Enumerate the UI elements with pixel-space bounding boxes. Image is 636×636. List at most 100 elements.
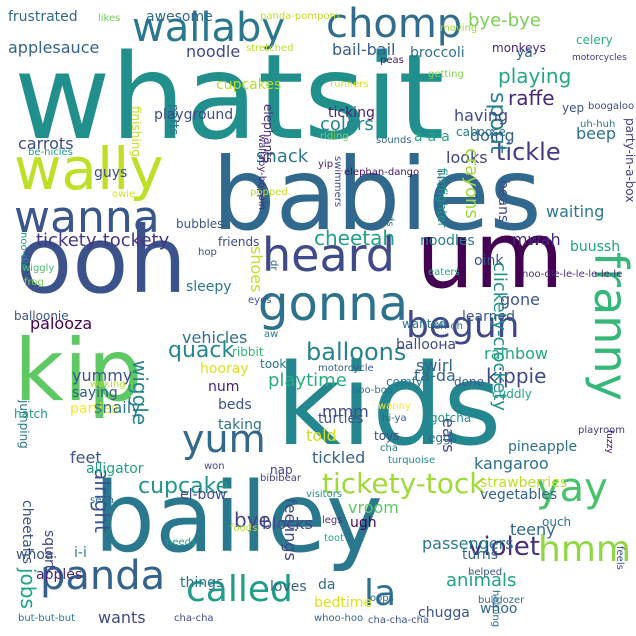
- word-turtles: turtles: [318, 411, 364, 427]
- word-snaily: snaily: [94, 398, 141, 417]
- word-kangaroo: kangaroo: [474, 454, 549, 473]
- word-beep: beep: [576, 124, 616, 143]
- word-tickled: tickled: [312, 448, 366, 467]
- word-waking: waking: [90, 379, 126, 390]
- word-turquoise: turquoise: [388, 455, 436, 466]
- word-cuddly: cuddly: [492, 387, 532, 401]
- word-yay: yay: [536, 465, 608, 511]
- word-yummy: yummy: [72, 366, 133, 385]
- word-learned: learned: [462, 309, 515, 325]
- word-ears: ears: [439, 418, 458, 453]
- word-alligator: alligator: [86, 461, 144, 477]
- word-i-i: i-i: [74, 545, 87, 561]
- word-violet: violet: [468, 532, 540, 562]
- word-animals: animals: [446, 570, 517, 591]
- word-looks: looks: [446, 148, 488, 167]
- word-heard: heard: [262, 228, 395, 282]
- word-swirl: swirl: [416, 356, 453, 375]
- word-kids: kids: [276, 341, 502, 471]
- word-jobs: jobs: [16, 568, 40, 609]
- word-applesauce: applesauce: [8, 38, 100, 57]
- word-friends: friends: [218, 235, 260, 249]
- word-toys: toys: [374, 429, 400, 443]
- word-raffe: raffe: [508, 86, 555, 110]
- word-yum: yum: [182, 417, 266, 461]
- word-pineapple: pineapple: [508, 439, 578, 455]
- word-da: da: [318, 577, 336, 593]
- word-saying: saying: [72, 385, 118, 401]
- word-bedtime: bedtime: [314, 595, 373, 611]
- word-kinds: kinds: [384, 200, 395, 227]
- word-helped: helped: [468, 567, 503, 578]
- word-quack: quack: [168, 338, 235, 363]
- word-tickety-tockety: tickety-tockety: [36, 230, 170, 251]
- word-ouch: ouch: [542, 515, 572, 529]
- word-vroom: vroom: [348, 498, 399, 517]
- word-bail-bail: bail-bail: [332, 40, 396, 59]
- word-playtime: playtime: [268, 370, 347, 391]
- word-oops: oops: [370, 593, 394, 604]
- word-awesome: awesome: [146, 9, 213, 25]
- word-caboose: caboose: [456, 125, 506, 139]
- word-tickle: tickle: [496, 138, 561, 166]
- word-el-bow: el-bow: [180, 487, 227, 503]
- word-wiggly: wiggly: [22, 263, 55, 274]
- word-doing: doing: [470, 126, 515, 145]
- word-oink: oink: [474, 253, 504, 269]
- word-boogaloo: boogaloo: [588, 101, 635, 112]
- word-begun: begun: [406, 305, 520, 346]
- word-whatsit: whatsit: [14, 28, 445, 166]
- word-riding: riding: [320, 131, 349, 142]
- word-told: told: [306, 426, 337, 445]
- word-cupcake: cupcake: [138, 474, 230, 499]
- word-bulldozer: bulldozer: [478, 595, 525, 606]
- word-gotcha: gotcha: [430, 411, 472, 425]
- word-carrots: carrots: [18, 134, 74, 153]
- word-hop: hop: [198, 247, 217, 258]
- word-seen: seen: [90, 495, 114, 506]
- word-mmm: mmm: [322, 402, 369, 421]
- word-needs: needs: [166, 537, 197, 548]
- word-elephan-dango: elephan-dango: [344, 167, 420, 178]
- word-noodles: noodles: [420, 233, 475, 249]
- word-aw: aw: [264, 329, 279, 340]
- word-whoo-hoo: whoo-hoo: [314, 613, 364, 624]
- word-turns: turns: [462, 547, 499, 563]
- word-a-a-a: a-a-a: [414, 129, 450, 145]
- word-tickety-tock: tickety-tock: [322, 467, 486, 500]
- word-num: num: [208, 379, 240, 395]
- word-sounds: sounds: [376, 135, 412, 146]
- word-snack: snack: [256, 146, 309, 167]
- word-firefighter: firefighter: [435, 168, 449, 228]
- word-vegetables: vegetables: [480, 487, 558, 503]
- word-playroom: playroom: [578, 425, 626, 436]
- word-hooray: hooray: [200, 361, 249, 377]
- word-balloons: balloons: [306, 338, 407, 366]
- word-won: won: [204, 461, 225, 472]
- word-likes: likes: [98, 13, 121, 24]
- word-vehicles: vehicles: [182, 328, 248, 347]
- word-comfy: comfy: [386, 375, 423, 389]
- word-party-in-a-box: party-in-a-box: [623, 118, 636, 203]
- word-eyes: eyes: [248, 295, 272, 306]
- word-frog: frog: [24, 277, 44, 288]
- word-sleepy: sleepy: [186, 279, 232, 295]
- word-motorcycle: motorcycle: [318, 363, 374, 374]
- word-called: called: [186, 569, 293, 610]
- word-bye: bye: [234, 508, 271, 532]
- word-dr: dr: [268, 260, 279, 271]
- word-bubbles: bubbles: [176, 217, 224, 231]
- word-gone: gone: [500, 290, 540, 309]
- word-taking: taking: [218, 417, 262, 433]
- word-wants: wants: [98, 608, 146, 627]
- word-took: took: [260, 357, 287, 371]
- word-peas: peas: [380, 55, 404, 66]
- word-broccoli: broccoli: [410, 45, 465, 61]
- word-chomp: chomp: [326, 1, 463, 47]
- word-wallaby-boppin: wallaby-boppin: [256, 134, 267, 210]
- word-getting: getting: [428, 69, 464, 80]
- word-waiting: waiting: [546, 202, 605, 221]
- word-wally: wally: [14, 135, 164, 203]
- word-chugga: chugga: [418, 605, 470, 621]
